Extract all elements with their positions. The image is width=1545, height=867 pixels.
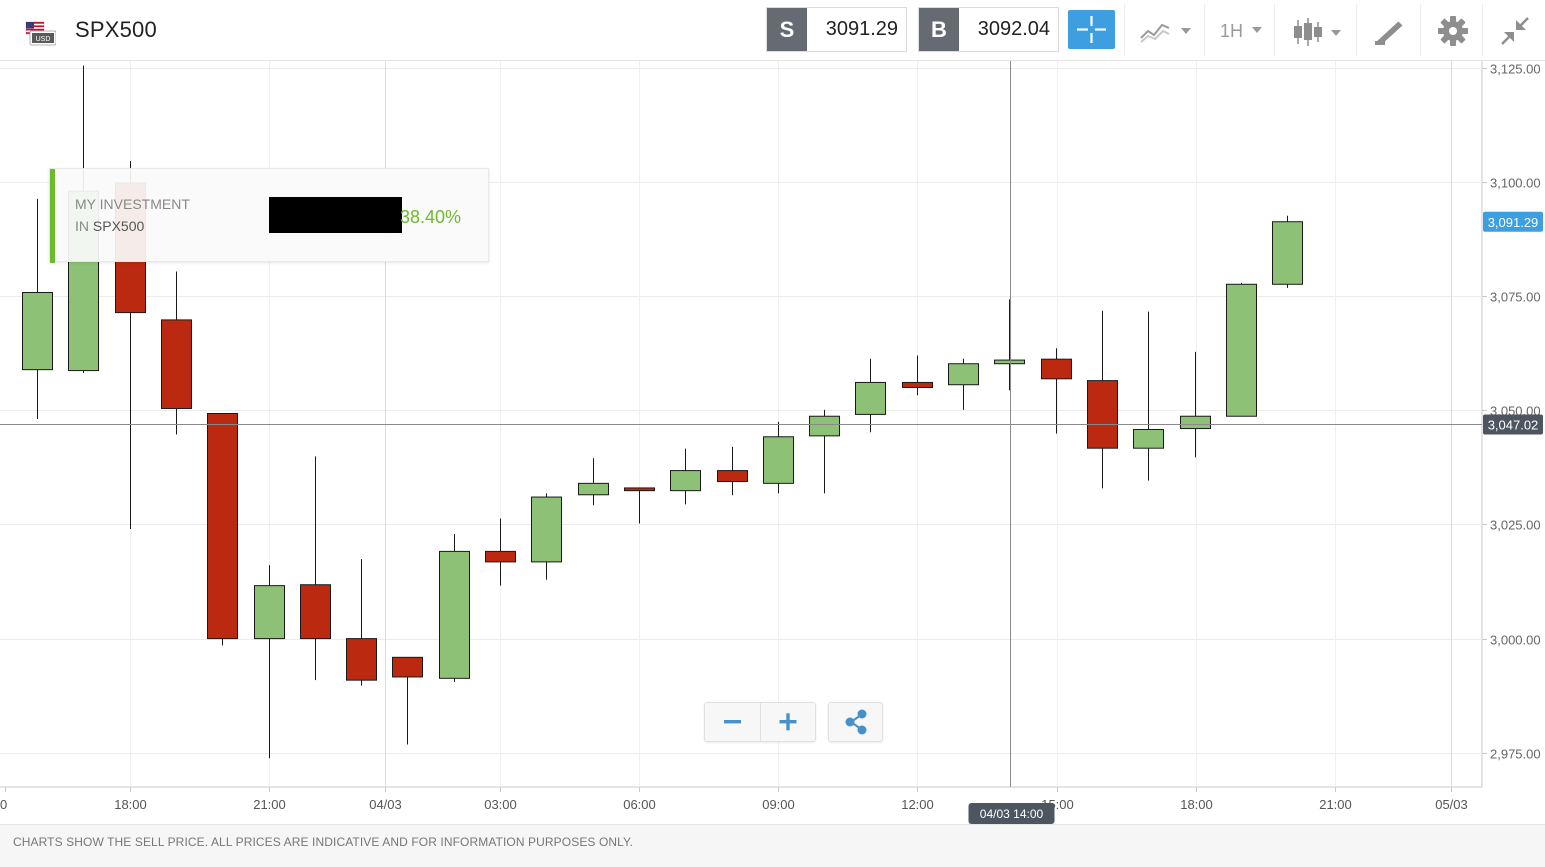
sell-tag: S [767,8,807,51]
x-tick-label: 21:00 [1319,797,1352,812]
y-tick-label: 3,000.00 [1490,633,1541,648]
price-axis-panel [1482,61,1545,824]
redacted-amount [269,197,402,233]
zoom-controls [704,702,816,742]
price-axis: 2,975.003,000.003,025.003,050.003,075.00… [0,62,1541,813]
investment-prefix: IN [75,218,89,234]
chevron-down-icon [1252,27,1262,33]
candle-up [763,436,794,484]
chart-type-icon [1140,23,1191,43]
zoom-out-button[interactable] [705,703,760,741]
candle-up [22,291,53,371]
y-tick-label: 3,025.00 [1490,518,1541,533]
crosshair-icon [1077,16,1106,43]
x-tick-label: 05/03 [1435,797,1468,812]
interval-selector[interactable]: 1H [1204,4,1274,56]
y-tick-label: 3,075.00 [1490,290,1541,305]
candle-up [1133,428,1164,449]
collapse-button[interactable] [1482,4,1544,56]
candle-down [485,550,516,563]
x-tick-label: 03:00 [484,797,517,812]
crosshair-button[interactable] [1068,10,1115,49]
chart-type-button[interactable] [1124,4,1204,56]
interval-label: 1H [1220,21,1244,41]
buy-price-button[interactable]: B 3092.04 [918,7,1059,52]
investment-instrument: IN SPX500 [75,218,144,234]
candle-down [717,470,748,483]
buy-tag: B [919,8,959,51]
investment-panel[interactable]: MY INVESTMENT IN SPX500 38.40% [49,168,489,263]
crosshair-overlay: 3,047.02 3,091.29 04/03 14:00 [0,61,1543,824]
x-tick-label: 06:00 [623,797,656,812]
investment-accent-bar [50,169,55,263]
us-flag-icon: USD [25,21,56,46]
sell-price-button[interactable]: S 3091.29 [766,7,907,52]
share-button[interactable] [828,702,883,742]
currency-badge: USD [36,36,51,43]
candle-down [1041,358,1072,380]
candle-down [207,412,238,640]
candle-up [1180,415,1211,430]
crosshair-price-badge [1483,414,1543,435]
investment-symbol: SPX500 [92,218,145,234]
candle-up [439,550,470,679]
zoom-in-button[interactable] [761,703,816,741]
candle-down [300,584,331,640]
x-tick-label: 18:00 [114,797,147,812]
buy-price: 3092.04 [977,18,1050,40]
footer-bar: CHARTS SHOW THE SELL PRICE. ALL PRICES A… [0,824,1545,867]
x-tick-label: 18:00 [1180,797,1213,812]
y-tick-label: 2,975.00 [1490,747,1541,762]
plus-icon [779,713,797,731]
last-price-label: 3,091.29 [1488,215,1539,230]
x-tick-label: 04/03 [369,797,402,812]
x-tick-label: 12:00 [901,797,934,812]
gear-icon [1438,16,1468,46]
settings-button[interactable] [1420,4,1482,56]
zoom-divider [760,703,761,741]
candle-down [392,656,423,678]
drawing-tools-button[interactable] [1356,4,1420,56]
last-price-badge [1483,211,1543,232]
candle-down [624,487,655,492]
candle-up [670,470,701,492]
minus-icon [724,720,741,724]
candle-down [1087,380,1118,449]
investment-label: MY INVESTMENT [75,196,190,212]
share-icon [845,709,867,735]
collapse-icon [1501,17,1529,45]
crosshair-price-label: 3,047.02 [1488,418,1539,433]
candle-up [578,482,609,496]
candlestick-icon [1294,18,1341,46]
footer-disclaimer: CHARTS SHOW THE SELL PRICE. ALL PRICES A… [13,835,634,849]
candle-up [948,363,979,386]
x-tick-label: 0 [0,797,7,812]
candle-up [531,496,562,563]
candle-up [855,381,886,415]
candle-up [809,415,840,437]
drawing-tools-icon [1375,18,1404,45]
y-tick-label: 3,100.00 [1490,176,1541,191]
candle-down [346,638,377,681]
sell-price: 3091.29 [825,18,898,40]
candle-style-button[interactable] [1274,4,1356,56]
x-tick-label: 21:00 [253,797,286,812]
investment-percent: 38.40% [400,207,462,227]
candle-up [254,585,285,640]
candle-down [902,381,933,388]
candle-up [1272,221,1303,285]
x-tick-label: 09:00 [762,797,795,812]
instrument-symbol: SPX500 [75,17,157,42]
candle-down [161,319,192,409]
y-tick-label: 3,125.00 [1490,62,1541,77]
candle-up [1226,283,1257,417]
header-toolbar: USD SPX500 S 3091.29 B 3092.04 [0,0,1545,61]
price-chart[interactable]: 2,975.003,000.003,025.003,050.003,075.00… [0,61,1545,824]
crosshair-time-label: 04/03 14:00 [980,807,1044,821]
candle-up [994,359,1025,365]
crosshair-time-badge [968,803,1055,824]
